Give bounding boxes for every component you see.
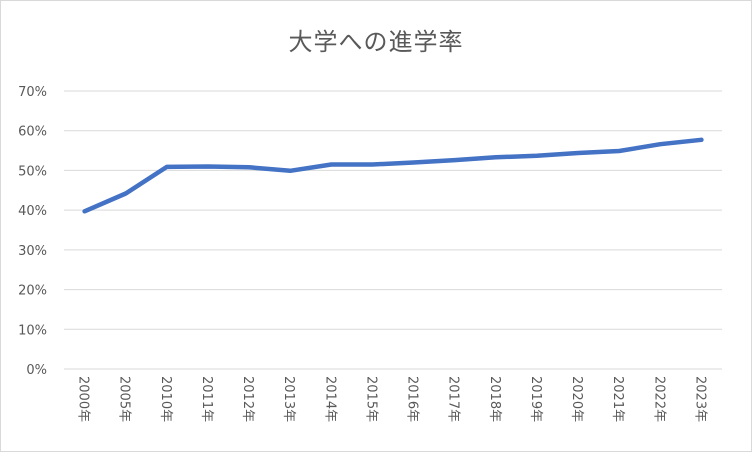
chart-title: 大学への進学率 bbox=[288, 28, 464, 56]
y-tick-label: 70% bbox=[18, 85, 47, 100]
y-tick-label: 20% bbox=[18, 284, 47, 299]
x-tick-label: 2018年 bbox=[487, 376, 502, 422]
x-tick-label: 2013年 bbox=[281, 376, 296, 422]
x-tick-label: 2010年 bbox=[158, 376, 173, 422]
x-tick-label: 2017年 bbox=[446, 376, 461, 422]
x-tick-label: 2012年 bbox=[240, 376, 255, 422]
x-tick-label: 2005年 bbox=[117, 376, 132, 422]
series-line bbox=[82, 137, 704, 214]
x-tick-label: 2014年 bbox=[322, 376, 337, 422]
x-tick-label: 2021年 bbox=[610, 376, 625, 422]
y-tick-label: 50% bbox=[18, 164, 47, 179]
x-tick-label: 2019年 bbox=[528, 376, 543, 422]
y-tick-label: 30% bbox=[18, 244, 47, 259]
x-tick-label: 2011年 bbox=[199, 376, 214, 422]
x-tick-label: 2016年 bbox=[405, 376, 420, 422]
x-tick-label: 2015年 bbox=[363, 376, 378, 422]
y-tick-label: 10% bbox=[18, 323, 47, 338]
x-tick-label: 2022年 bbox=[651, 376, 666, 422]
x-tick-label: 2000年 bbox=[76, 376, 91, 422]
x-tick-label: 2023年 bbox=[692, 376, 707, 422]
x-tick-label: 2020年 bbox=[569, 376, 584, 422]
y-tick-label: 0% bbox=[26, 363, 47, 378]
y-tick-label: 60% bbox=[18, 125, 47, 140]
y-tick-label: 40% bbox=[18, 204, 47, 219]
